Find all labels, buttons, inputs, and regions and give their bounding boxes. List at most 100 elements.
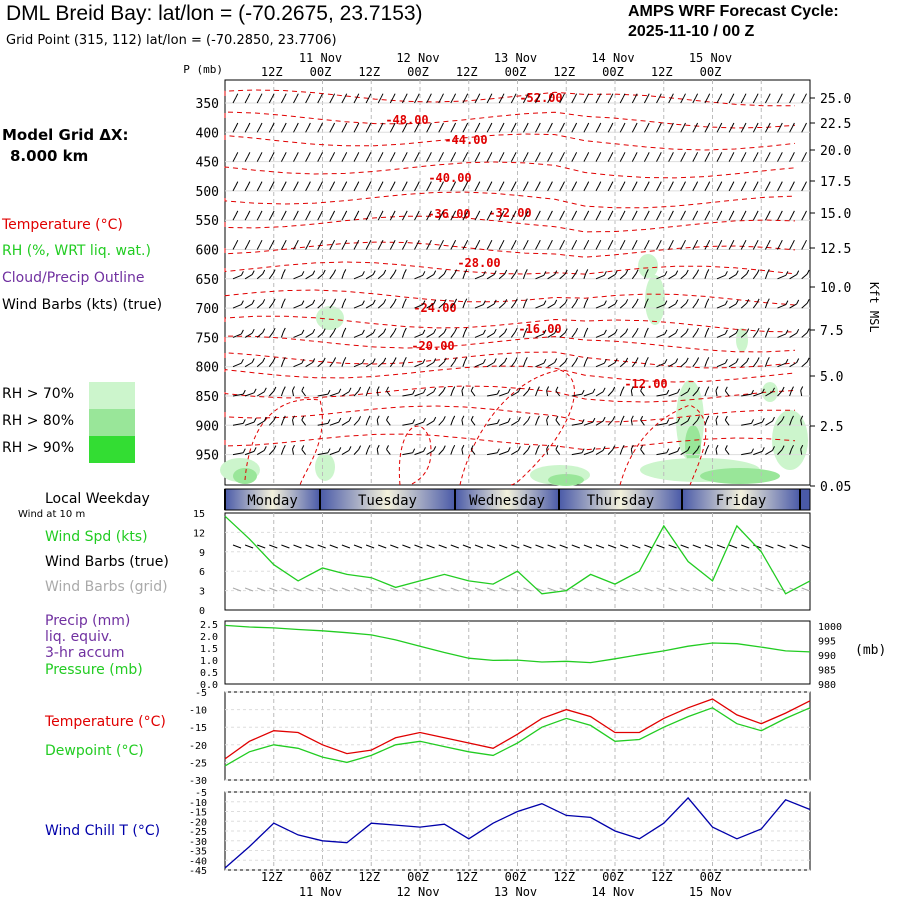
wind-barb [426, 126, 430, 133]
wind-barb [329, 421, 339, 426]
wind-barb-flag [273, 445, 277, 450]
wind-barb-flag [404, 210, 408, 216]
pressure-tick-label: 400 [196, 126, 219, 141]
pressure-tick-label: 750 [196, 331, 219, 346]
wind-barb [256, 97, 261, 104]
wind-barb [800, 390, 803, 397]
wind-barb [656, 214, 660, 221]
wind-barb [244, 126, 249, 133]
wind-barb-flag [422, 271, 426, 276]
wind-barb-flag [592, 417, 596, 423]
wind-barb-flag [235, 93, 239, 98]
wind-barb [232, 214, 237, 221]
wind-barb-flag [404, 93, 408, 98]
wind-barb [668, 450, 678, 456]
wind-barb [547, 156, 551, 162]
top-hour-label: 12Z [456, 65, 478, 79]
wind-barb [789, 97, 793, 104]
wind-barb-flag [253, 417, 257, 423]
wind-barb-flag [428, 181, 432, 186]
wind-barb-flag [685, 357, 689, 363]
wind-barb-flag [755, 239, 759, 245]
wind-barb [389, 273, 395, 280]
wind-barb [486, 274, 495, 280]
wind-barb-flag [507, 388, 511, 394]
wind-barb-flag [658, 122, 662, 128]
wind-barb [801, 97, 805, 104]
wind-barb [341, 449, 350, 456]
wind-barb [715, 419, 718, 426]
wind-barb-flag [574, 93, 578, 98]
wind-barb [522, 361, 526, 367]
wind-barb [486, 156, 491, 162]
wind-barb [293, 333, 303, 338]
wind-barb-flag [804, 210, 807, 216]
wind-barb [716, 243, 721, 250]
temp-tick-label: -5 [195, 688, 207, 699]
wind-barb-flag [322, 269, 326, 275]
precip-label: Precip (mm) [45, 613, 131, 629]
wind-barb [631, 126, 636, 133]
wind-barbs-grid-label: Wind Barbs (grid) [45, 579, 168, 595]
wind-barb [571, 214, 576, 221]
wind-barb-flag [603, 329, 607, 335]
wind-barb [571, 361, 577, 367]
wind-barb-flag [454, 357, 458, 362]
wind-barb-flag [602, 446, 606, 451]
wind-barb-flag [706, 386, 710, 391]
wind-barb-flag [646, 93, 650, 98]
wind-barb-true [728, 544, 738, 549]
wind-barb [499, 392, 509, 397]
bottom-hour-label: 12Z [456, 870, 478, 884]
kft-tick-label: 25.0 [820, 92, 851, 107]
wind-barb-grid [704, 587, 714, 592]
wind-barb [801, 185, 805, 192]
wind-barb-flag [453, 210, 457, 216]
wind-barb [583, 243, 588, 250]
wind-barb-grid [426, 587, 435, 592]
wind-barb-flag [361, 271, 365, 276]
wind-barb-flag [477, 93, 481, 98]
wind-barb-flag [767, 93, 771, 98]
wind-barb [510, 331, 516, 338]
wind-barb [353, 97, 358, 104]
wind-barb [329, 331, 335, 338]
wind-barb [317, 273, 324, 280]
wind-barb-grid [741, 587, 750, 592]
wind-barb-flag [240, 329, 244, 335]
wind-barb-flag [507, 417, 511, 423]
wind-barb [571, 97, 576, 104]
temperature-label: Temperature (°C) [45, 714, 166, 730]
wind-barb-flag [796, 270, 800, 275]
wind-barb-grid [232, 587, 242, 592]
wind-barb-flag [772, 416, 775, 422]
wind-barb-flag [282, 327, 286, 333]
wind-barb-flag [282, 269, 286, 274]
pressure-tick-label: 450 [196, 156, 219, 171]
wind-barb-flag [634, 93, 638, 98]
weekday-cell [682, 489, 800, 510]
wind-barb [438, 332, 445, 338]
wind-barb [704, 361, 708, 367]
wind-barb-flag [706, 298, 710, 303]
wind-barb-flag [724, 271, 728, 276]
wind-barb-flag [412, 448, 416, 453]
wind-barb [268, 185, 273, 192]
wind-barb [450, 185, 455, 192]
wind-barb-flag [513, 210, 517, 216]
pressure-tick-label: 980 [818, 680, 836, 691]
legend-wind-barbs: Wind Barbs (kts) (true) [2, 297, 163, 313]
wind-barb [353, 419, 359, 426]
wind-barb-flag [781, 386, 785, 392]
wind-barb-flag [767, 181, 771, 186]
wind-barb-flag [344, 152, 348, 157]
wind-barb-flag [235, 210, 239, 216]
wind-barb [777, 243, 781, 250]
wind-barb-flag [598, 239, 602, 245]
wind-barb [704, 243, 709, 250]
wind-barb [789, 449, 792, 455]
wind-barb [450, 302, 456, 309]
wind-barb-flag [320, 152, 323, 157]
wind-barb-grid [571, 587, 580, 592]
wind-barb [583, 185, 588, 192]
